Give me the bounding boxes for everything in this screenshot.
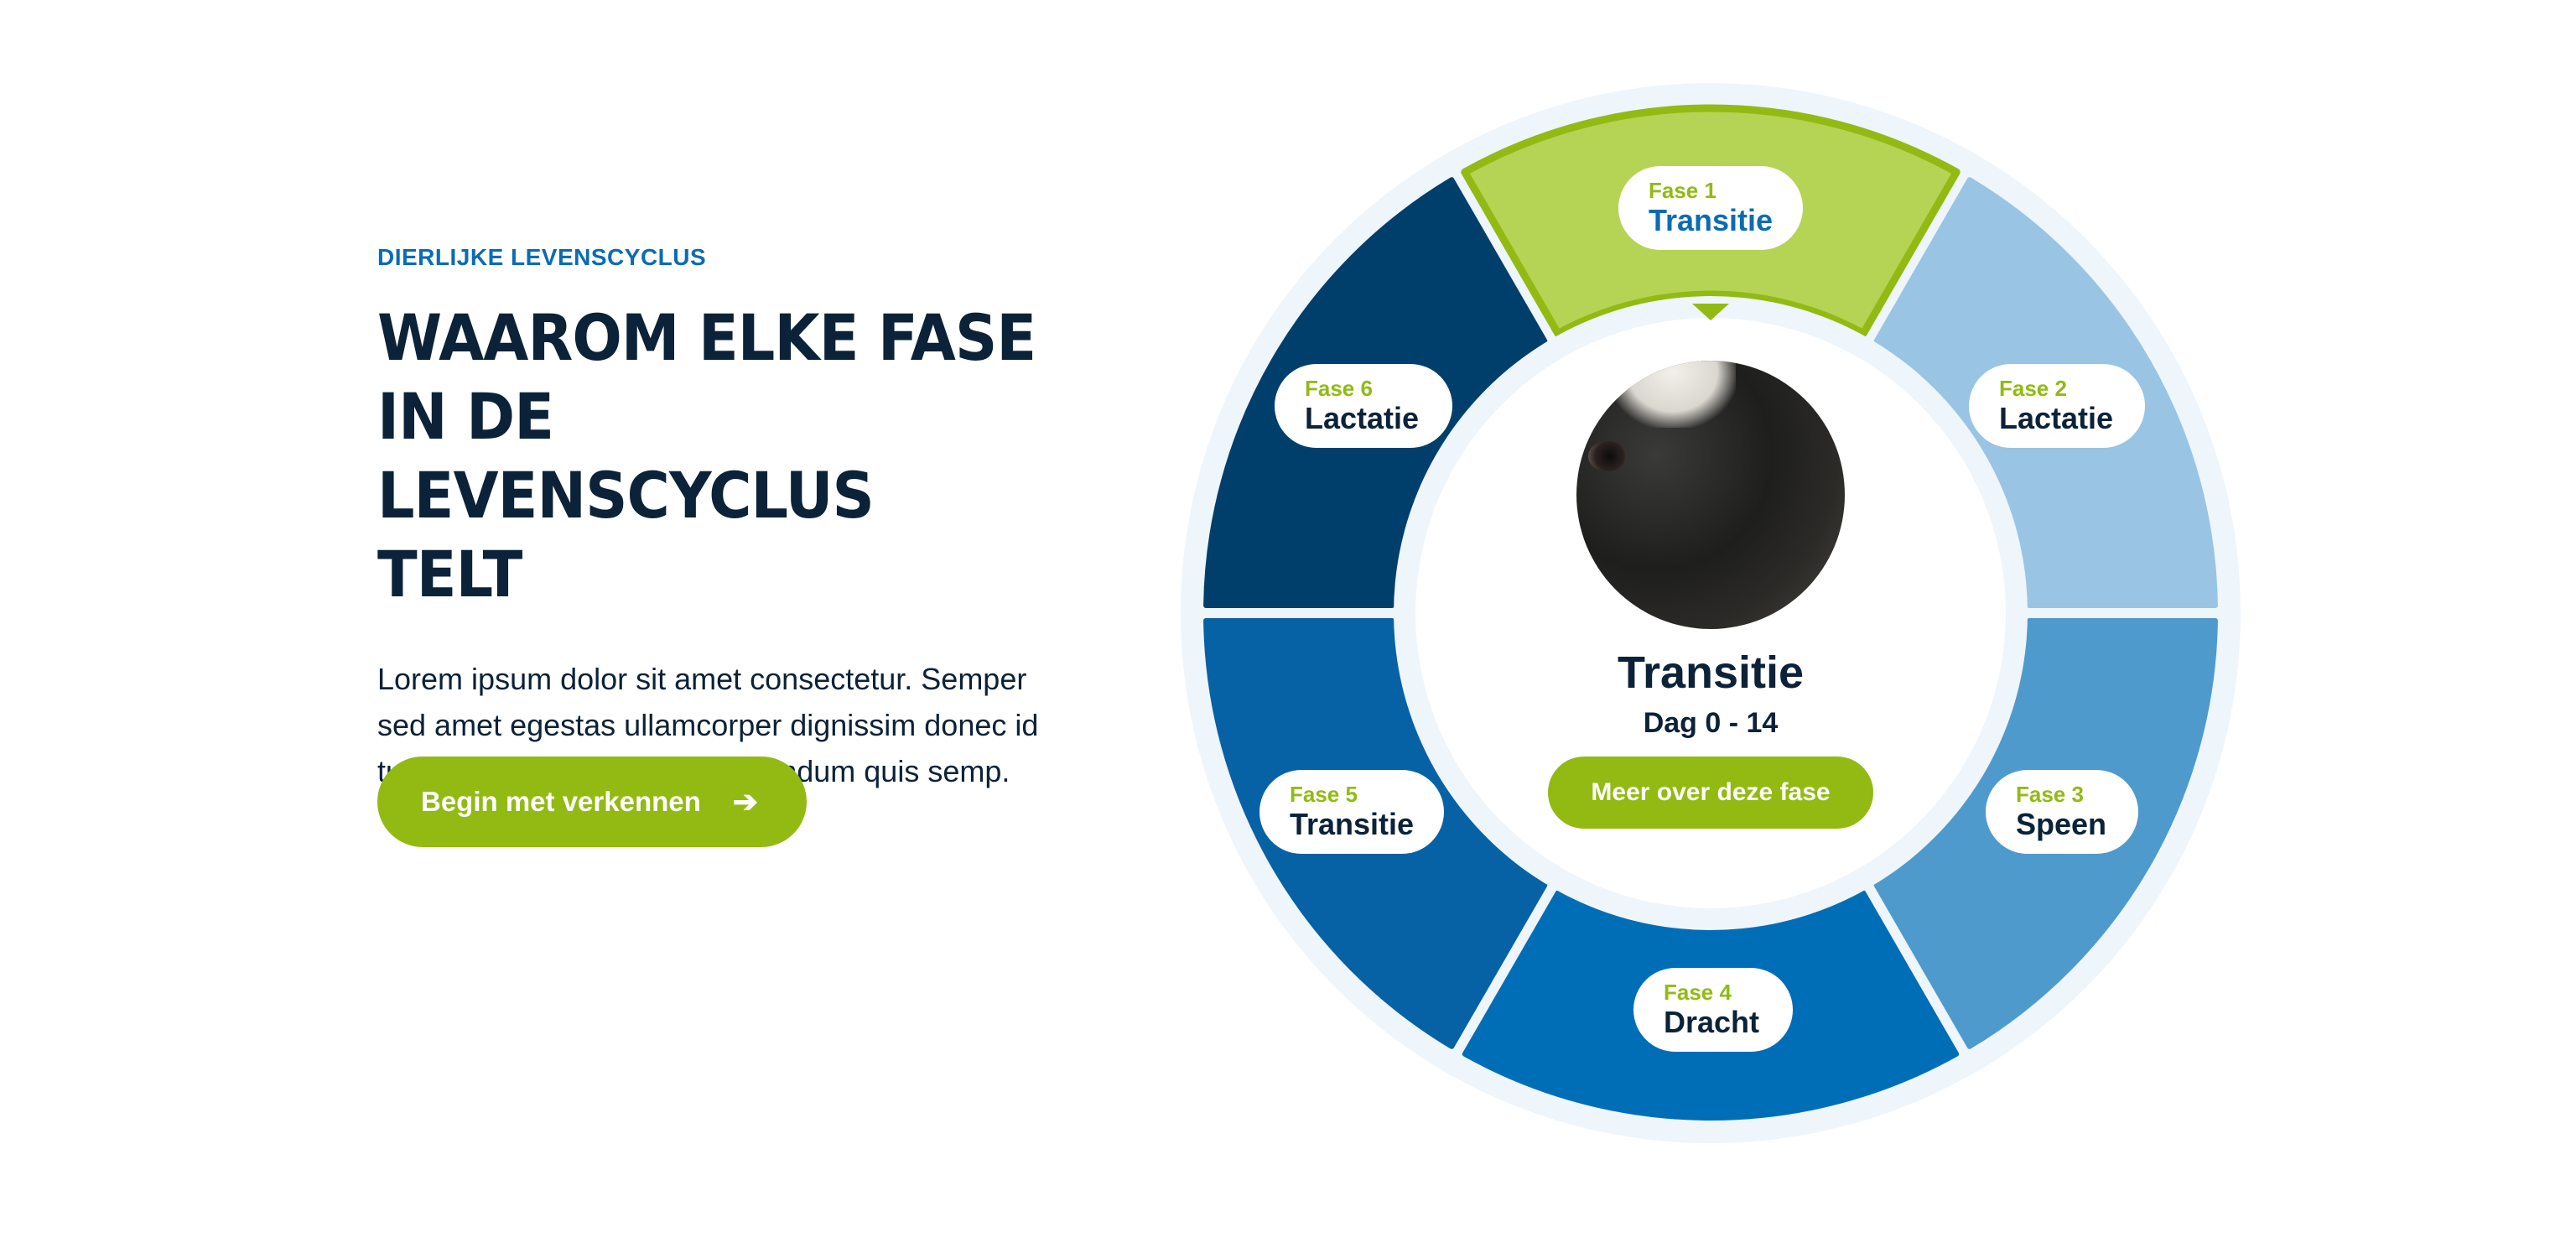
- phase-pill-4[interactable]: Fase 4 Dracht: [1633, 968, 1793, 1052]
- active-phase-days: Dag 0 - 14: [1643, 707, 1779, 739]
- phase-pill-1[interactable]: Fase 1 Transitie: [1618, 166, 1803, 250]
- phase-number-label: Fase 3: [2016, 782, 2084, 807]
- eyebrow-label: DIERLIJKE LEVENSCYCLUS: [377, 244, 707, 270]
- phase-number-label: Fase 5: [1290, 782, 1358, 807]
- active-phase-title: Transitie: [1617, 647, 1805, 698]
- phase-name-label: Dracht: [1664, 1005, 1760, 1039]
- more-about-phase-button[interactable]: Meer over deze fase: [1548, 757, 1873, 829]
- phase-number-label: Fase 1: [1649, 178, 1716, 203]
- phase-number-label: Fase 2: [1999, 376, 2067, 401]
- phase-pill-2[interactable]: Fase 2 Lactatie: [1969, 364, 2145, 448]
- phase-number-label: Fase 4: [1664, 980, 1732, 1005]
- phase-pill-3[interactable]: Fase 3 Speen: [1986, 770, 2138, 854]
- phase-name-label: Speen: [2016, 807, 2107, 841]
- phase-name-label: Lactatie: [1305, 401, 1420, 435]
- begin-exploring-label: Begin met verkennen: [421, 786, 701, 817]
- phase-name-label: Transitie: [1290, 807, 1415, 841]
- page-title: WAAROM ELKE FASE IN DE LEVENSCYCLUS TELT: [377, 300, 1036, 611]
- cow-photo: [1576, 361, 1845, 629]
- phase-name-label: Lactatie: [1999, 401, 2114, 435]
- phase-name-label: Transitie: [1649, 203, 1774, 237]
- phase-pill-6[interactable]: Fase 6 Lactatie: [1275, 364, 1452, 448]
- active-pointer-icon: [1692, 304, 1729, 320]
- phase-pill-5[interactable]: Fase 5 Transitie: [1259, 770, 1444, 854]
- begin-exploring-button[interactable]: Begin met verkennen ➔: [377, 757, 807, 847]
- arrow-right-icon: ➔: [732, 784, 758, 819]
- phase-number-label: Fase 6: [1305, 376, 1373, 401]
